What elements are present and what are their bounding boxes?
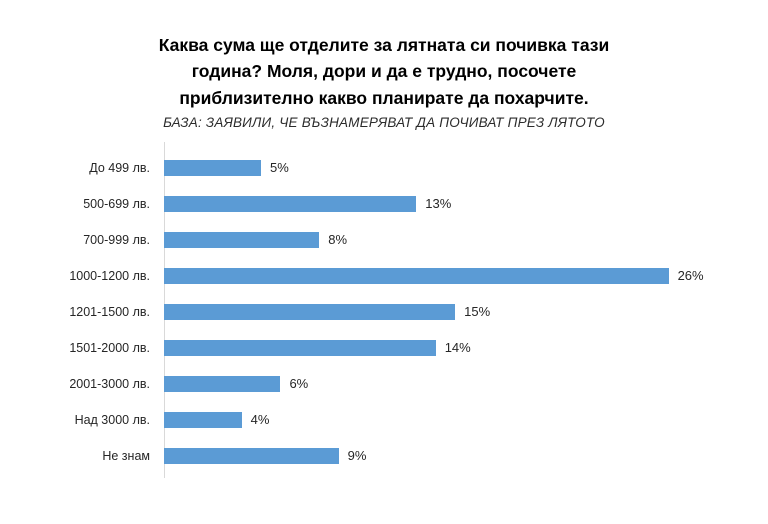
value-label: 14% bbox=[444, 340, 471, 356]
category-label: Над 3000 лв. bbox=[74, 412, 150, 427]
category-label: 700-999 лв. bbox=[83, 232, 150, 247]
value-label: 9% bbox=[347, 448, 367, 464]
value-label: 8% bbox=[328, 232, 348, 248]
chart-row: Не знам 9% bbox=[40, 438, 740, 474]
bar bbox=[164, 375, 281, 392]
chart-row: До 499 лв. 5% bbox=[40, 150, 740, 186]
bar-track: 8% bbox=[164, 222, 688, 258]
chart-row: 2001-3000 лв. 6% bbox=[40, 366, 740, 402]
bar-track: 14% bbox=[164, 330, 688, 366]
category-label: 500-699 лв. bbox=[83, 196, 150, 211]
bar-track: 9% bbox=[164, 438, 688, 474]
bar bbox=[164, 231, 320, 248]
chart-row: 1201-1500 лв. 15% bbox=[40, 294, 740, 330]
bar bbox=[164, 267, 669, 284]
chart-row: 700-999 лв. 8% bbox=[40, 222, 740, 258]
bar-track: 4% bbox=[164, 402, 688, 438]
bar-track: 13% bbox=[164, 186, 688, 222]
value-label: 26% bbox=[677, 268, 704, 284]
value-label: 15% bbox=[464, 304, 491, 320]
bar bbox=[164, 339, 436, 356]
chart-title-line-1: Каква сума ще отделите за лятната си поч… bbox=[158, 35, 610, 55]
bar bbox=[164, 159, 262, 176]
chart-title: Каква сума ще отделите за лятната си поч… bbox=[0, 32, 768, 111]
chart-title-line-2: година? Моля, дори и да е трудно, посоче… bbox=[191, 61, 577, 82]
bar bbox=[164, 303, 456, 320]
chart-title-line-3: приблизително какво планирате да похарчи… bbox=[179, 87, 589, 108]
bar-chart-rows: До 499 лв. 5% 500-699 лв. 13% 700-999 лв… bbox=[40, 150, 740, 474]
chart-header: Каква сума ще отделите за лятната си поч… bbox=[0, 0, 768, 130]
bar-track: 26% bbox=[164, 258, 704, 294]
value-label: 4% bbox=[250, 412, 270, 428]
chart-row: 500-699 лв. 13% bbox=[40, 186, 740, 222]
category-label: Не знам bbox=[102, 448, 150, 463]
chart-row: 1000-1200 лв. 26% bbox=[40, 258, 740, 294]
chart-row: Над 3000 лв. 4% bbox=[40, 402, 740, 438]
chart-base-note: БАЗА: ЗАЯВИЛИ, ЧЕ ВЪЗНАМЕРЯВАТ ДА ПОЧИВА… bbox=[163, 114, 605, 130]
value-label: 13% bbox=[425, 196, 452, 212]
category-label: До 499 лв. bbox=[89, 160, 150, 175]
category-label: 2001-3000 лв. bbox=[69, 376, 150, 391]
bar-track: 5% bbox=[164, 150, 688, 186]
bar-track: 15% bbox=[164, 294, 688, 330]
category-label: 1000-1200 лв. bbox=[69, 268, 150, 283]
value-label: 5% bbox=[270, 160, 289, 176]
bar-chart: До 499 лв. 5% 500-699 лв. 13% 700-999 лв… bbox=[40, 141, 740, 478]
category-label: 1201-1500 лв. bbox=[69, 304, 150, 319]
bar bbox=[164, 447, 339, 464]
bar bbox=[164, 195, 417, 212]
value-label: 6% bbox=[289, 376, 309, 392]
bar bbox=[164, 411, 242, 428]
category-label: 1501-2000 лв. bbox=[69, 340, 150, 355]
chart-row: 1501-2000 лв. 14% bbox=[40, 330, 740, 366]
bar-track: 6% bbox=[164, 366, 688, 402]
